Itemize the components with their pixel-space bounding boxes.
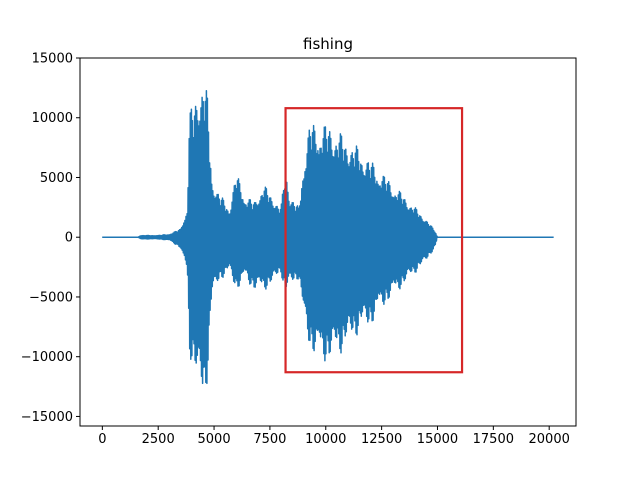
x-tick-label: 20000 — [529, 432, 570, 447]
plot-area — [102, 90, 554, 385]
x-tick-label: 17500 — [473, 432, 514, 447]
y-tick-label: 5000 — [40, 171, 73, 186]
x-tick-label: 0 — [98, 432, 106, 447]
x-tick-label: 7500 — [253, 432, 286, 447]
axes-frame — [79, 57, 577, 427]
y-tick-label: 0 — [65, 231, 73, 246]
x-tick-label: 12500 — [361, 432, 402, 447]
highlight-rectangle — [284, 107, 464, 374]
x-tick-label: 2500 — [142, 432, 175, 447]
y-tick-label: −15000 — [21, 410, 73, 425]
x-tick-label: 5000 — [198, 432, 231, 447]
chart-title: fishing — [303, 35, 353, 53]
x-tick-label: 10000 — [305, 432, 346, 447]
x-tick-label: 15000 — [417, 432, 458, 447]
axes: 0 2500 5000 7500 10000 12500 15000 17500 20000 −1… — [21, 52, 577, 447]
y-tick-label: −5000 — [29, 290, 73, 305]
y-tick-label: 10000 — [32, 111, 73, 126]
y-tick-label: 15000 — [32, 52, 73, 67]
y-tick-label: −10000 — [21, 350, 73, 365]
